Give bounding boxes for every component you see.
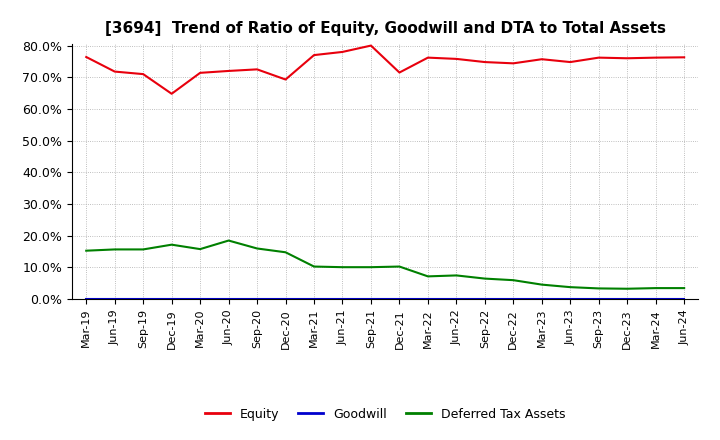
Equity [623,55,631,61]
Deferred Tax Assets [282,249,290,255]
Deferred Tax Assets [139,247,148,252]
Deferred Tax Assets [167,242,176,247]
Goodwill [652,297,660,302]
Goodwill [225,297,233,302]
Equity [366,43,375,48]
Deferred Tax Assets [225,238,233,243]
Equity [338,49,347,55]
Deferred Tax Assets [595,286,603,291]
Line: Equity: Equity [86,46,684,94]
Equity [566,59,575,65]
Equity [480,59,489,65]
Equity [395,70,404,75]
Goodwill [423,297,432,302]
Goodwill [480,297,489,302]
Goodwill [566,297,575,302]
Deferred Tax Assets [680,286,688,291]
Deferred Tax Assets [566,285,575,290]
Goodwill [310,297,318,302]
Goodwill [452,297,461,302]
Goodwill [509,297,518,302]
Equity [680,55,688,60]
Equity [82,55,91,60]
Equity [652,55,660,60]
Goodwill [139,297,148,302]
Deferred Tax Assets [423,274,432,279]
Equity [509,61,518,66]
Equity [139,71,148,77]
Line: Deferred Tax Assets: Deferred Tax Assets [86,241,684,289]
Deferred Tax Assets [395,264,404,269]
Deferred Tax Assets [82,248,91,253]
Goodwill [167,297,176,302]
Equity [225,68,233,73]
Goodwill [623,297,631,302]
Deferred Tax Assets [338,264,347,270]
Equity [196,70,204,76]
Deferred Tax Assets [452,273,461,278]
Title: [3694]  Trend of Ratio of Equity, Goodwill and DTA to Total Assets: [3694] Trend of Ratio of Equity, Goodwil… [104,21,666,36]
Equity [167,91,176,96]
Deferred Tax Assets [310,264,318,269]
Equity [110,69,119,74]
Goodwill [82,297,91,302]
Goodwill [110,297,119,302]
Goodwill [282,297,290,302]
Goodwill [680,297,688,302]
Equity [282,77,290,82]
Goodwill [366,297,375,302]
Deferred Tax Assets [480,276,489,281]
Goodwill [537,297,546,302]
Deferred Tax Assets [196,246,204,252]
Equity [310,52,318,58]
Deferred Tax Assets [110,247,119,252]
Goodwill [338,297,347,302]
Deferred Tax Assets [623,286,631,291]
Equity [423,55,432,60]
Goodwill [253,297,261,302]
Legend: Equity, Goodwill, Deferred Tax Assets: Equity, Goodwill, Deferred Tax Assets [200,403,570,425]
Goodwill [395,297,404,302]
Deferred Tax Assets [253,246,261,251]
Equity [253,67,261,72]
Goodwill [595,297,603,302]
Deferred Tax Assets [366,264,375,270]
Equity [452,56,461,62]
Deferred Tax Assets [652,286,660,291]
Deferred Tax Assets [537,282,546,287]
Goodwill [196,297,204,302]
Deferred Tax Assets [509,278,518,283]
Equity [595,55,603,60]
Equity [537,57,546,62]
